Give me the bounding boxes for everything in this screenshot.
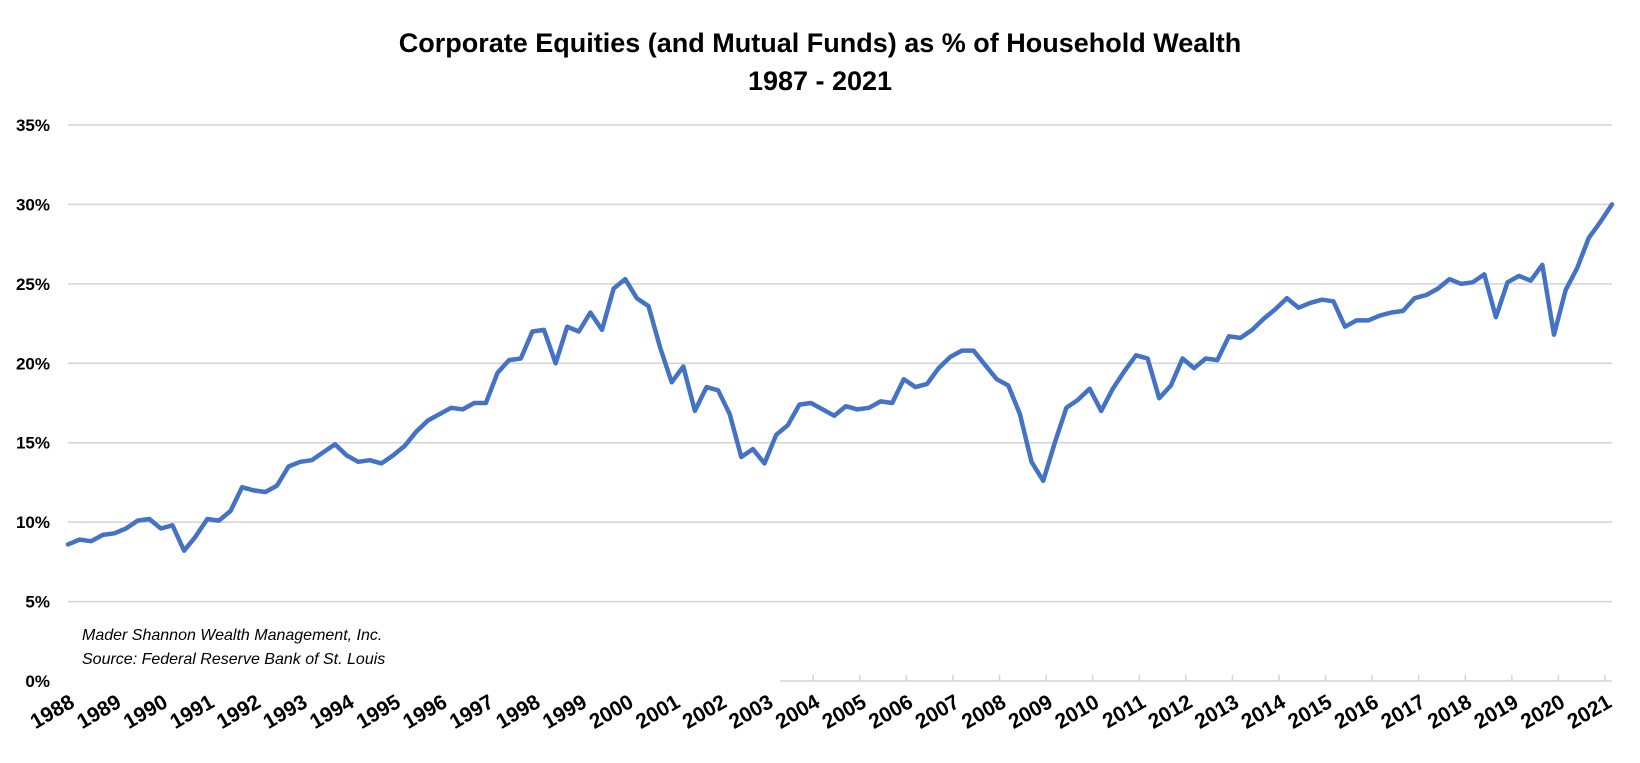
x-tick-label: 2008 [958, 690, 1010, 733]
x-tick-label: 2012 [1144, 690, 1196, 733]
y-tick-label: 10% [16, 513, 50, 532]
x-tick-label: 2020 [1517, 690, 1569, 733]
x-tick-label: 1993 [259, 690, 311, 733]
y-tick-label: 5% [25, 593, 50, 612]
x-tick-label: 1990 [120, 690, 172, 733]
x-tick-label: 2021 [1564, 690, 1616, 733]
gridlines [68, 124, 1612, 603]
x-tick-label: 1997 [446, 690, 498, 733]
x-tick-label: 1999 [539, 690, 591, 733]
x-tick-label: 2019 [1470, 690, 1522, 733]
y-tick-label: 15% [16, 434, 50, 453]
x-axis [780, 675, 1612, 682]
y-tick-label: 35% [16, 116, 50, 135]
x-tick-label: 2007 [911, 690, 963, 733]
y-tick-label: 30% [16, 195, 50, 214]
x-tick-label: 2006 [865, 690, 917, 733]
x-tick-label: 2014 [1238, 690, 1290, 733]
x-tick-label: 1991 [166, 690, 218, 733]
x-tick-label: 1994 [306, 690, 358, 733]
x-tick-label: 2016 [1331, 690, 1383, 733]
x-tick-label: 2005 [818, 690, 870, 733]
y-tick-label: 25% [16, 275, 50, 294]
annotation-source: Source: Federal Reserve Bank of St. Loui… [82, 651, 385, 668]
x-tick-label: 2015 [1284, 690, 1336, 733]
x-tick-label: 1998 [492, 690, 544, 733]
x-tick-label: 2002 [679, 690, 731, 733]
series-group [65, 202, 1615, 553]
x-tick-label: 2018 [1424, 690, 1476, 733]
series-line [65, 202, 1615, 553]
x-tick-label: 2000 [585, 690, 637, 733]
chart-subtitle: 1987 - 2021 [747, 66, 893, 96]
annotations: Mader Shannon Wealth Management, Inc. So… [82, 627, 385, 668]
annotation-firm: Mader Shannon Wealth Management, Inc. [82, 627, 382, 644]
x-tick-label: 2013 [1191, 690, 1243, 733]
x-tick-label: 1992 [213, 690, 265, 733]
x-tick-label: 2004 [772, 690, 824, 733]
x-tick-label: 2009 [1005, 690, 1057, 733]
y-tick-label: 20% [16, 354, 50, 373]
x-tick-label: 2011 [1099, 690, 1150, 733]
x-tick-label: 1996 [399, 690, 451, 733]
x-tick-label: 1988 [27, 690, 79, 733]
x-axis-ticks: 1988198919901991199219931994199519961997… [27, 690, 1616, 733]
y-axis-ticks: 0% 5% 10% 15% 20% 25% 30% 35% [16, 116, 50, 691]
x-tick-label: 1989 [73, 690, 125, 733]
chart-title: Corporate Equities (and Mutual Funds) as… [398, 28, 1242, 58]
y-tick-label: 0% [25, 672, 50, 691]
x-tick-label: 2003 [725, 690, 777, 733]
x-tick-label: 1995 [353, 690, 405, 733]
x-tick-label: 2017 [1377, 690, 1429, 733]
x-tick-label: 2010 [1051, 690, 1103, 733]
x-tick-label: 2001 [632, 690, 684, 733]
